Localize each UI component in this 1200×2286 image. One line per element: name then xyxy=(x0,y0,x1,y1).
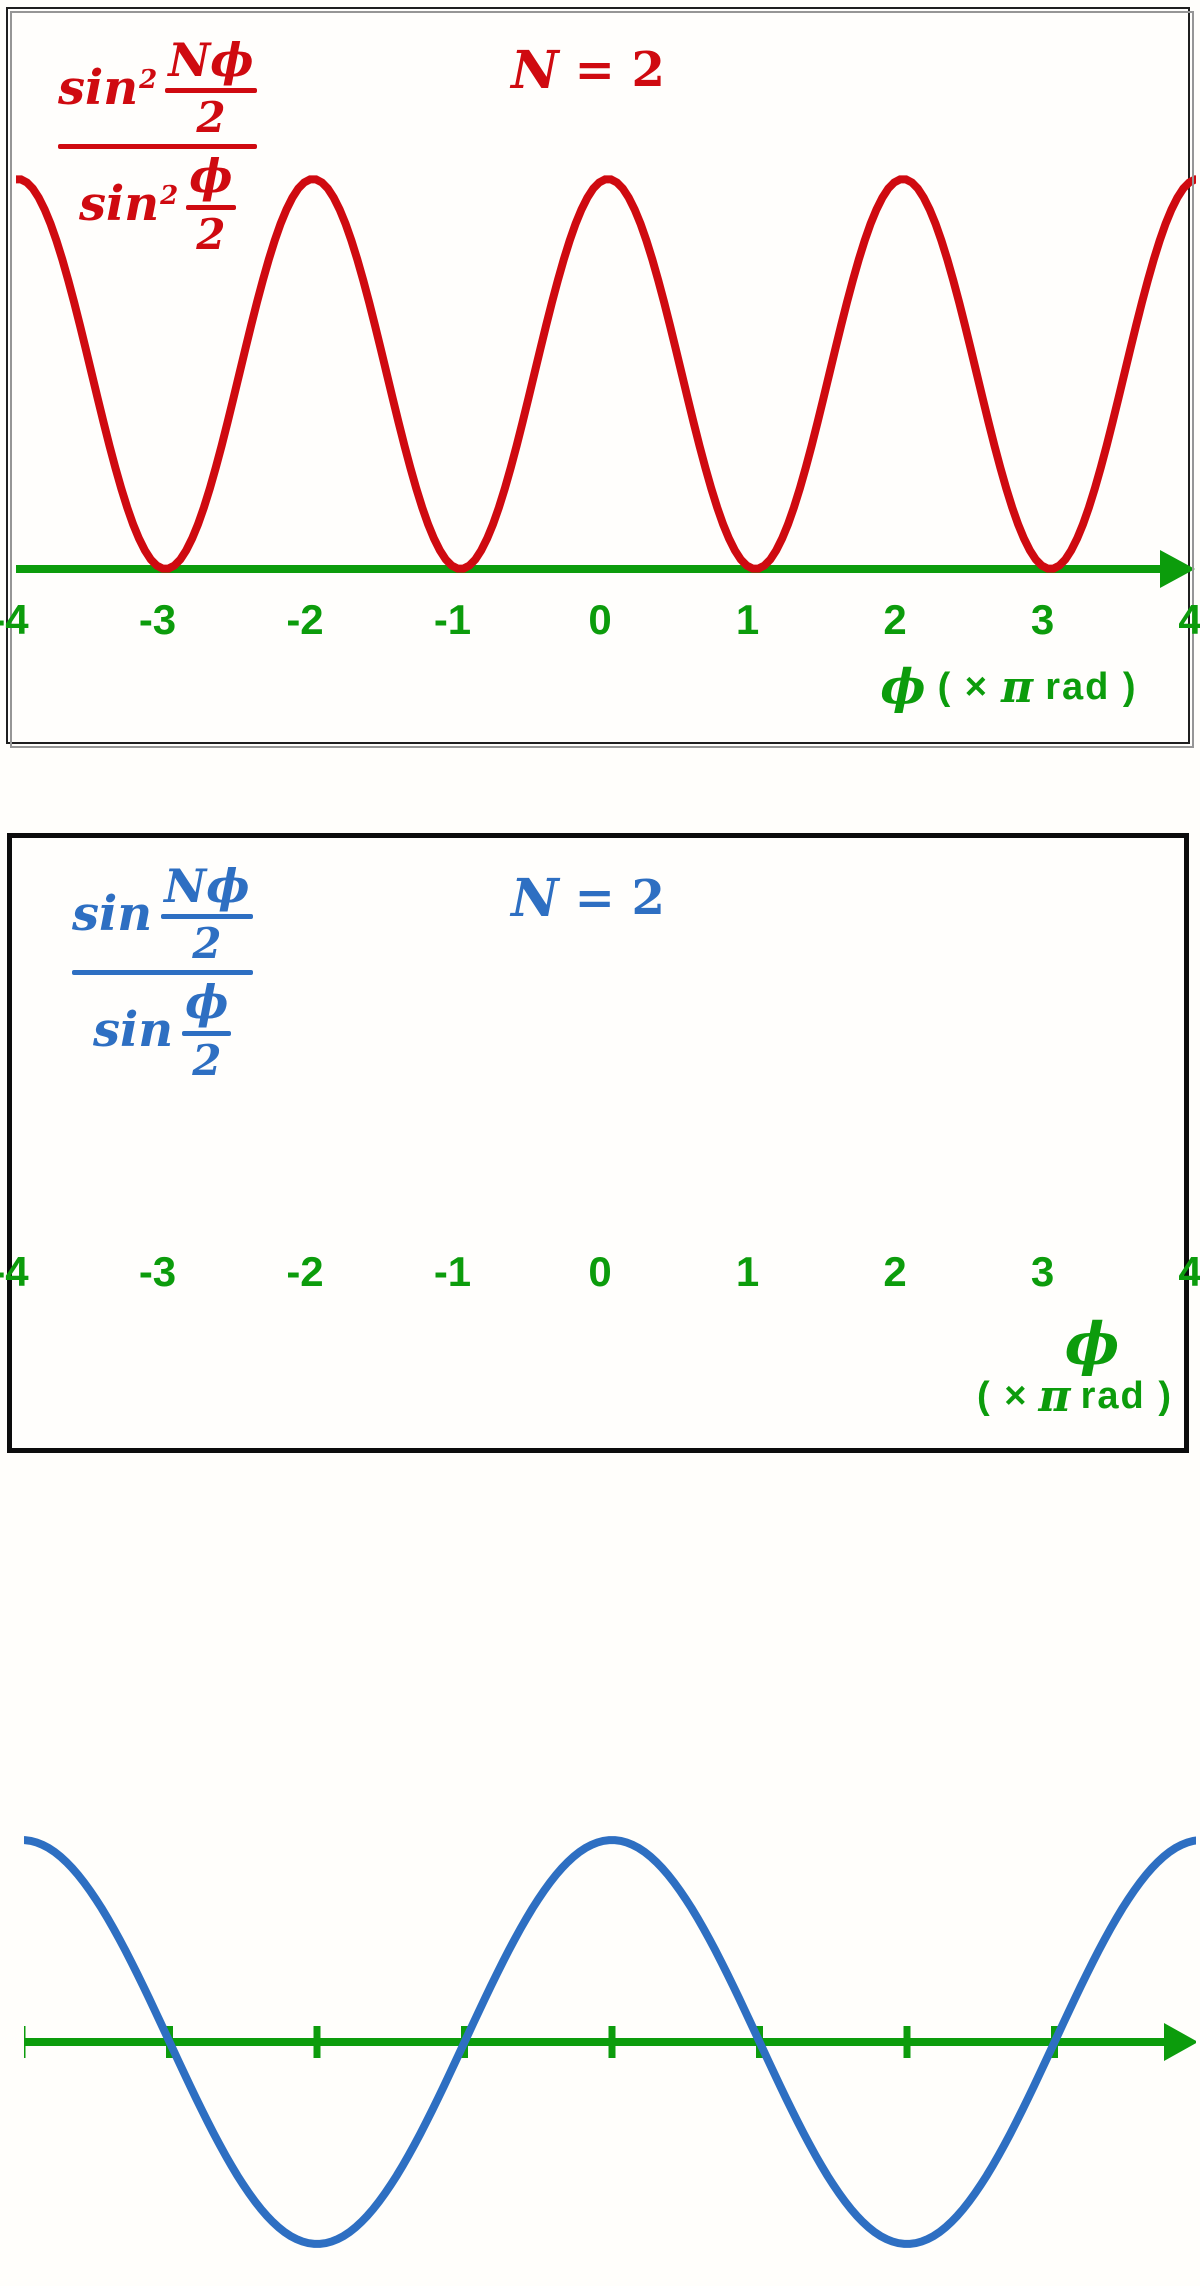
formula-numerator: sin Nϕ 2 xyxy=(72,863,253,965)
panel-top-intensity-plot xyxy=(6,7,1196,744)
x-tick-mark xyxy=(24,2026,26,2058)
inner-fraction: ϕ 2 xyxy=(182,979,232,1081)
x-tick-label: 3 xyxy=(1030,596,1055,643)
x-tick-label: 3 xyxy=(1030,1248,1055,1295)
fraction-bar xyxy=(186,204,236,210)
pi-symbol: π xyxy=(1038,1370,1071,1422)
title-value: = 2 xyxy=(574,870,665,926)
x-tick-label: 2 xyxy=(883,1248,907,1295)
x-tick-mark xyxy=(313,2026,321,2058)
top-y-axis-formula: sin2 Nϕ 2 sin2 ϕ 2 xyxy=(58,37,257,255)
sin-squared: sin2 xyxy=(79,176,179,233)
bottom-plot-canvas xyxy=(24,1836,1196,2248)
x-tick-label: -4 xyxy=(0,1248,29,1295)
x-tick-label: 4 xyxy=(1178,596,1200,643)
top-x-axis-label: ϕ ( × π rad ) xyxy=(880,659,1138,715)
x-tick-label: -2 xyxy=(286,596,324,643)
title-variable: N xyxy=(511,39,559,101)
x-tick-label: -1 xyxy=(433,596,472,643)
x-tick-label: -2 xyxy=(286,1248,324,1295)
x-tick-label: 0 xyxy=(588,596,612,643)
x-tick-label: 1 xyxy=(735,596,760,643)
x-axis-arrow-icon xyxy=(1164,2023,1196,2061)
fraction-bar xyxy=(161,914,253,920)
inner-fraction: Nϕ 2 xyxy=(161,863,253,965)
x-tick-label: 1 xyxy=(735,1248,760,1295)
sin-squared: sin2 xyxy=(58,60,158,116)
bottom-chart-title: N = 2 xyxy=(478,867,698,929)
inner-fraction: Nϕ 2 xyxy=(165,37,257,139)
top-chart-title: N = 2 xyxy=(478,39,698,101)
title-value: = 2 xyxy=(574,42,665,98)
inner-fraction: ϕ 2 xyxy=(186,153,236,255)
bottom-y-axis-formula: sin Nϕ 2 sin ϕ 2 xyxy=(72,863,253,1081)
top-plot-canvas xyxy=(16,175,1196,588)
red-curve-sin2-ratio xyxy=(16,175,1196,573)
x-tick-mark xyxy=(608,2026,616,2058)
formula-denominator: sin2 ϕ 2 xyxy=(79,153,236,255)
title-variable: N xyxy=(511,867,559,929)
x-tick-label: -4 xyxy=(0,596,29,643)
x-tick-label: -3 xyxy=(138,1248,177,1295)
x-tick-label: -3 xyxy=(138,596,177,643)
fraction-bar xyxy=(182,1030,232,1036)
phi-symbol: ϕ xyxy=(880,659,926,715)
fraction-bar xyxy=(72,970,253,976)
x-tick-label: 2 xyxy=(883,596,907,643)
sin: sin xyxy=(72,886,153,942)
sin: sin xyxy=(93,1002,174,1059)
x-tick-label: -1 xyxy=(433,1248,472,1295)
bottom-x-axis-label-units: ( × π rad ) xyxy=(977,1370,1173,1422)
pi-symbol: π xyxy=(1001,661,1034,713)
formula-numerator: sin2 Nϕ 2 xyxy=(58,37,257,139)
phi-symbol: ϕ xyxy=(1064,1310,1120,1378)
x-axis-arrow-icon xyxy=(1160,550,1195,588)
formula-denominator: sin ϕ 2 xyxy=(93,979,232,1081)
fraction-bar xyxy=(165,88,257,94)
x-tick-mark xyxy=(903,2026,911,2058)
bottom-x-axis-label-phi: ϕ xyxy=(1060,1310,1124,1378)
fraction-bar xyxy=(58,144,257,150)
x-tick-label: 4 xyxy=(1178,1248,1200,1295)
figure-page: { "colors": {"red": "#cf0a10", "blue": "… xyxy=(0,0,1200,1460)
x-tick-label: 0 xyxy=(588,1248,612,1295)
